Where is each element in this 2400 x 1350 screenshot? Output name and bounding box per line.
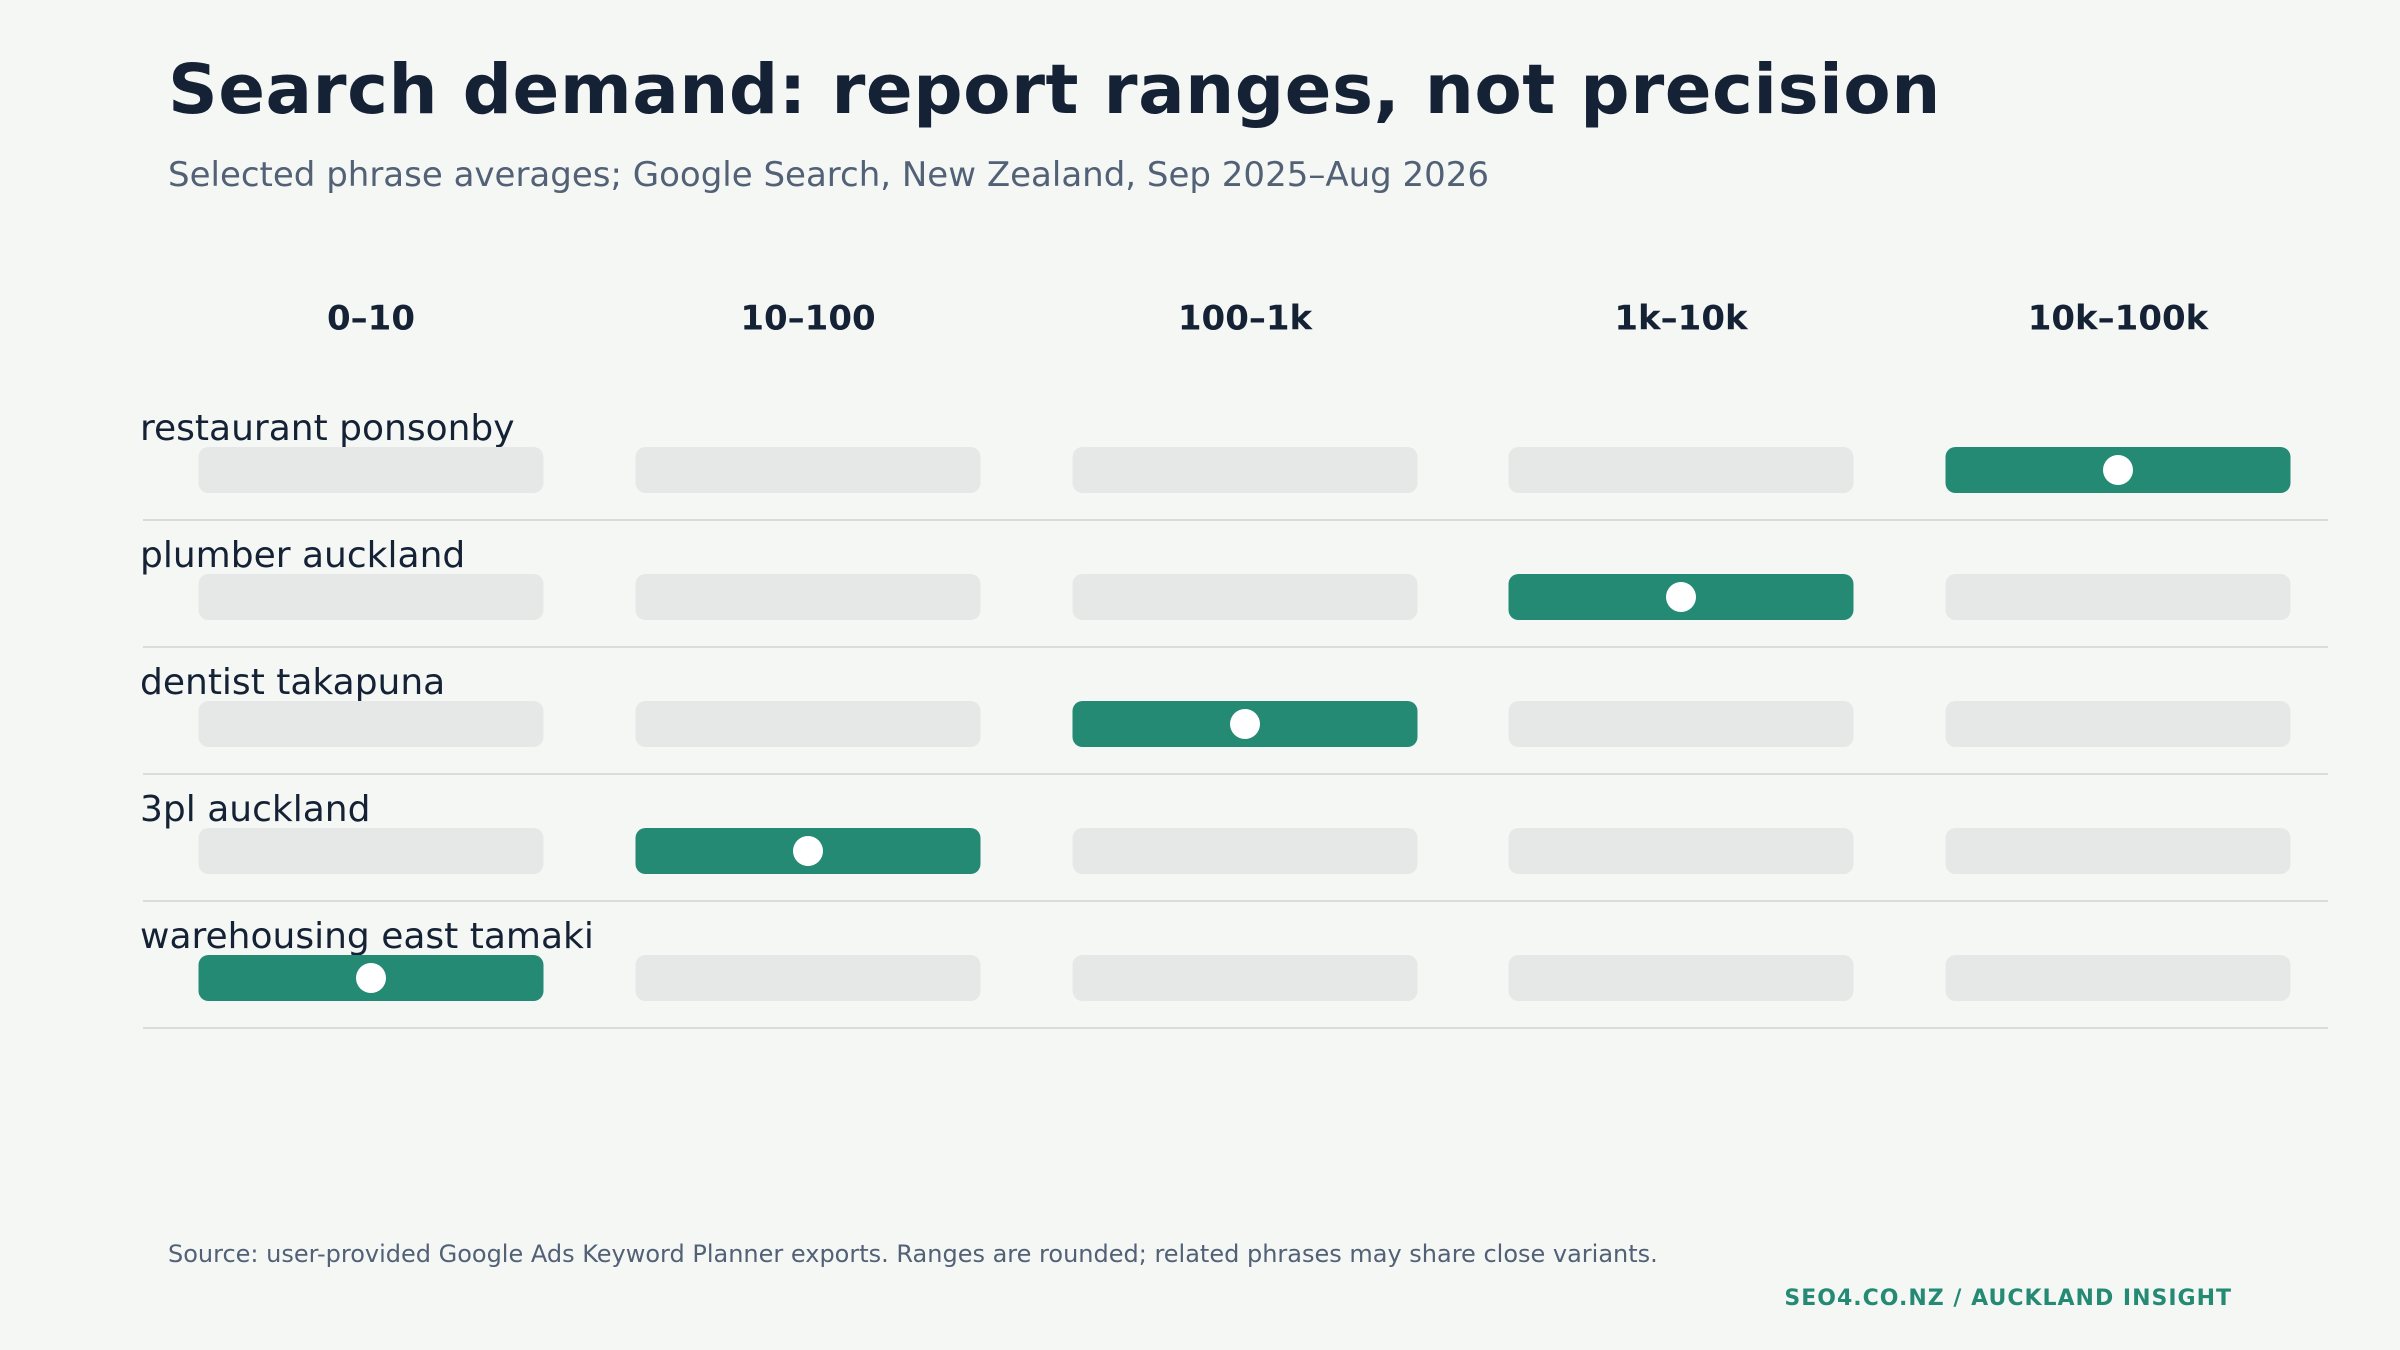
range-marker (793, 836, 823, 866)
range-bar-empty (1508, 447, 1854, 493)
range-marker (1666, 582, 1696, 612)
range-bar-empty (1072, 447, 1418, 493)
range-bar-empty (198, 447, 544, 493)
column-header: 0–10 (327, 299, 415, 339)
range-bar-empty (635, 447, 981, 493)
range-bar-empty (1945, 828, 2291, 874)
row-label: restaurant ponsonby (140, 408, 515, 449)
row-label: 3pl auckland (140, 789, 370, 830)
row-label: warehousing east tamaki (140, 916, 594, 957)
range-bar-empty (1072, 828, 1418, 874)
range-bar-empty (1508, 828, 1854, 874)
brand-footer: SEO4.CO.NZ / AUCKLAND INSIGHT (1784, 1286, 2232, 1311)
range-bar-empty (1945, 574, 2291, 620)
row-label: plumber auckland (140, 535, 465, 576)
range-bar-empty (635, 574, 981, 620)
column-header: 100–1k (1178, 299, 1314, 339)
range-bar-empty (1072, 955, 1418, 1001)
source-note: Source: user-provided Google Ads Keyword… (168, 1240, 1658, 1268)
row-label: dentist takapuna (140, 662, 445, 703)
range-bar-empty (198, 574, 544, 620)
range-bar-empty (635, 955, 981, 1001)
range-bar-empty (198, 701, 544, 747)
chart-title: Search demand: report ranges, not precis… (168, 50, 1941, 130)
range-marker (1230, 709, 1260, 739)
range-bar-empty (1508, 701, 1854, 747)
column-header: 10k–100k (2028, 299, 2210, 339)
range-bar-empty (1508, 955, 1854, 1001)
range-bar-empty (635, 701, 981, 747)
range-bar-empty (198, 828, 544, 874)
range-bar-empty (1072, 574, 1418, 620)
chart-subtitle: Selected phrase averages; Google Search,… (168, 155, 1490, 195)
range-bar-empty (1945, 955, 2291, 1001)
range-bar-empty (1945, 701, 2291, 747)
column-header: 1k–10k (1614, 299, 1749, 339)
range-marker (2103, 455, 2133, 485)
column-header: 10–100 (740, 299, 875, 339)
range-marker (356, 963, 386, 993)
